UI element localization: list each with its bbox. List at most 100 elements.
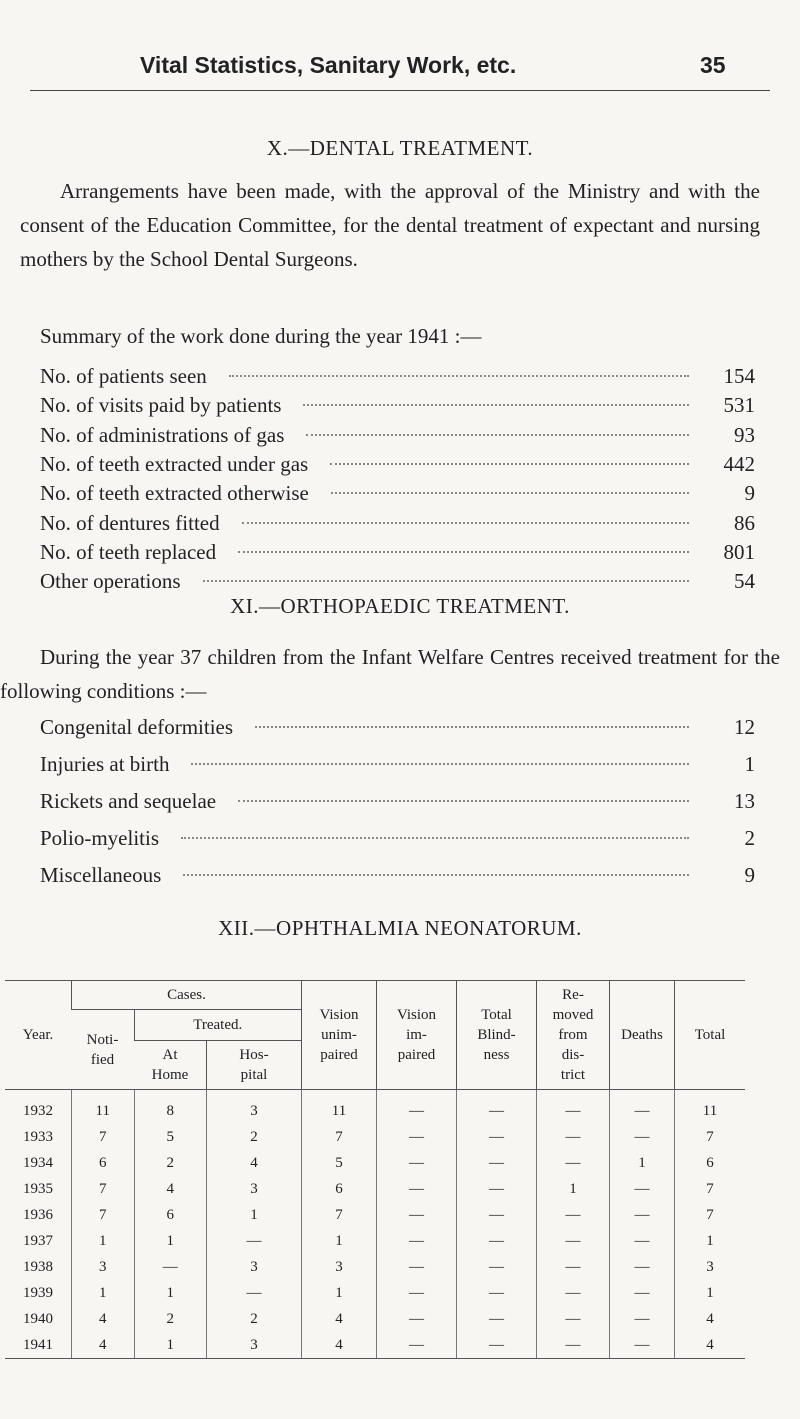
table-cell: 1	[133, 1280, 207, 1306]
section-heading: XI.—ORTHOPAEDIC TREATMENT.	[230, 594, 570, 618]
table-cell: 5	[133, 1124, 207, 1150]
table-cell: 5	[301, 1150, 377, 1176]
table-cell: 1	[71, 1280, 134, 1306]
item-label: No. of patients seen	[40, 364, 207, 388]
table-cell: —	[609, 1228, 675, 1254]
table-cell: 4	[301, 1306, 377, 1332]
table-cell: —	[456, 1280, 537, 1306]
leader-dots	[303, 404, 689, 407]
year-cell: 1935	[23, 1180, 53, 1197]
table-cell: —	[609, 1089, 675, 1124]
table-cell: 4	[133, 1176, 207, 1202]
table-cell: 11	[674, 1089, 745, 1124]
list-row: No. of patients seen 154	[40, 364, 755, 394]
table-cell: —	[456, 1150, 537, 1176]
table-container: Year. Cases. Vision unim- paired Vision …	[5, 980, 745, 1359]
table-cell: —	[376, 1089, 457, 1124]
year-cell: 1937	[23, 1232, 53, 1249]
leader-dots	[330, 492, 689, 495]
page-number: 35	[700, 52, 726, 78]
list-row: Rickets and sequelae 13	[40, 789, 755, 819]
list-row: No. of teeth extracted otherwise 9	[40, 481, 755, 511]
item-label: No. of visits paid by patients	[40, 393, 282, 418]
table-cell: —	[206, 1228, 302, 1254]
table-cell: 11	[301, 1089, 377, 1124]
list-row: No. of dentures fitted 86	[40, 511, 755, 541]
data-table: Year. Cases. Vision unim- paired Vision …	[5, 980, 745, 1359]
year-cell: 1932	[23, 1102, 53, 1119]
paragraph: During the year 37 children from the Inf…	[0, 645, 780, 703]
item-value: 93	[734, 422, 755, 447]
table-body: 1932 11 8 3 11— — — —11 1933 7 5 2 7— — — —7 1934 6 2 4 5— — —…	[5, 1089, 745, 1359]
year-cell: 1939	[23, 1284, 53, 1301]
table-cell: —	[609, 1254, 675, 1280]
table-cell: 6	[71, 1150, 134, 1176]
header-rule	[30, 90, 770, 91]
item-value: 9	[744, 481, 756, 506]
table-cell: 1	[536, 1176, 610, 1202]
table-cell: —	[609, 1280, 675, 1306]
table-cell: 11	[71, 1089, 134, 1124]
leader-dots	[255, 726, 689, 728]
table-cell: 3	[206, 1089, 302, 1124]
table-cell: 1	[609, 1150, 675, 1176]
table-cell: 4	[674, 1306, 745, 1332]
column-header: Total Blind- ness	[456, 980, 537, 1090]
item-value: 9	[744, 863, 756, 887]
item-label: No. of teeth extracted otherwise	[40, 481, 309, 506]
table-cell: —	[133, 1254, 207, 1280]
item-label: Miscellaneous	[40, 863, 162, 887]
table-cell: 1	[301, 1228, 377, 1254]
table-cell: 1	[206, 1202, 302, 1228]
table-cell: 1	[674, 1228, 745, 1254]
table-cell: 7	[301, 1124, 377, 1150]
table-cell: 4	[71, 1306, 134, 1332]
item-value: 531	[723, 393, 756, 418]
leader-dots	[330, 462, 689, 465]
table-cell: —	[609, 1202, 675, 1228]
table-cell: —	[376, 1150, 457, 1176]
list-row: No. of visits paid by patients 531	[40, 393, 755, 423]
table-cell: 3	[206, 1254, 302, 1280]
table-row: 1938 3—3 3— — — —3	[5, 1254, 745, 1280]
table-cell: —	[456, 1124, 537, 1150]
table-cell: 8	[133, 1089, 207, 1124]
table-cell: 2	[133, 1306, 207, 1332]
item-value: 801	[723, 539, 756, 564]
table-cell: —	[536, 1124, 610, 1150]
table-head: Year. Cases. Vision unim- paired Vision …	[5, 980, 745, 1090]
list-row: No. of administrations of gas 93	[40, 423, 755, 453]
table-cell: —	[536, 1332, 610, 1359]
column-header: Noti- fied	[71, 1009, 134, 1090]
year-cell: 1941	[5, 1332, 72, 1359]
table-cell: —	[456, 1176, 537, 1202]
item-label: Injuries at birth	[40, 752, 170, 776]
table-cell: —	[536, 1306, 610, 1332]
list-row: Other operations 54	[40, 569, 755, 599]
item-label: No. of teeth replaced	[40, 539, 217, 564]
table-cell: —	[376, 1202, 457, 1228]
item-value: 86	[734, 510, 755, 535]
table-row: 1940 4 2 2 4— — — —4	[5, 1306, 745, 1332]
leader-dots	[202, 580, 689, 583]
running-title: Vital Statistics, Sanitary Work, etc.	[140, 52, 517, 78]
table-cell: 3	[674, 1254, 745, 1280]
table-cell: 7	[674, 1202, 745, 1228]
year-cell: 1933	[23, 1128, 53, 1145]
table-cell: 6	[133, 1202, 207, 1228]
table-cell: —	[536, 1228, 610, 1254]
leader-dots	[183, 874, 689, 876]
table-cell: 1	[301, 1280, 377, 1306]
item-label: Congenital deformities	[40, 715, 234, 739]
summary-intro: Summary of the work done during the year…	[40, 324, 482, 348]
table-cell: 4	[206, 1150, 302, 1176]
column-header: Vision im- paired	[376, 980, 457, 1090]
list-row: No. of teeth replaced 801	[40, 540, 755, 570]
column-header: At Home	[134, 1040, 207, 1090]
table-cell: 1	[133, 1332, 207, 1359]
table-cell: —	[376, 1306, 457, 1332]
table-cell: —	[376, 1254, 457, 1280]
table-cell: 7	[674, 1124, 745, 1150]
item-label: No. of administrations of gas	[40, 422, 285, 447]
item-value: 2	[744, 826, 756, 850]
